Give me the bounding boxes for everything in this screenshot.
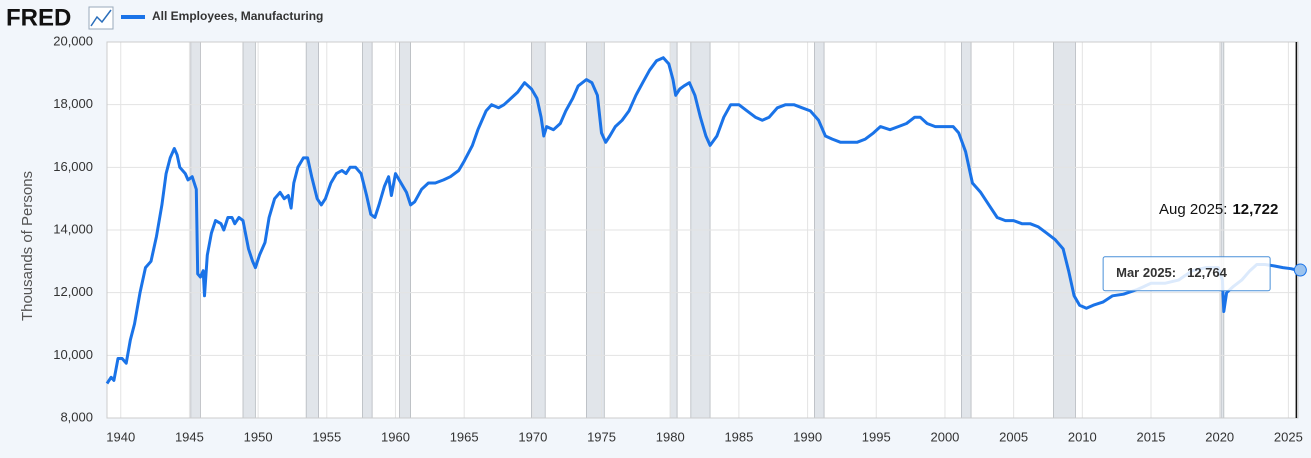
x-tick-label: 2025 bbox=[1274, 429, 1303, 444]
y-axis-label: Thousands of Persons bbox=[19, 171, 36, 321]
y-tick-label: 10,000 bbox=[53, 347, 93, 362]
x-tick-label: 1980 bbox=[656, 429, 685, 444]
y-tick-label: 8,000 bbox=[60, 409, 93, 424]
x-tick-label: 1950 bbox=[244, 429, 273, 444]
legend-label: All Employees, Manufacturing bbox=[152, 9, 323, 23]
tooltip-value: 12,764 bbox=[1187, 265, 1228, 280]
x-tick-label: 2010 bbox=[1068, 429, 1097, 444]
x-tick-label: 1955 bbox=[312, 429, 341, 444]
x-tick-label: 1985 bbox=[724, 429, 753, 444]
x-tick-label: 1975 bbox=[587, 429, 616, 444]
plot-area bbox=[106, 41, 1299, 419]
annotation-value: 12,722 bbox=[1232, 201, 1278, 218]
y-tick-label: 16,000 bbox=[53, 159, 93, 174]
y-tick-label: 18,000 bbox=[53, 96, 93, 111]
y-tick-label: 20,000 bbox=[53, 33, 93, 48]
logo-icon bbox=[88, 6, 114, 30]
x-tick-label: 1970 bbox=[518, 429, 547, 444]
x-tick-label: 1995 bbox=[862, 429, 891, 444]
x-tick-label: 1990 bbox=[793, 429, 822, 444]
series-line bbox=[105, 56, 1297, 385]
x-tick-label: 1960 bbox=[381, 429, 410, 444]
x-tick-label: 1945 bbox=[175, 429, 204, 444]
annotation: Aug 2025: 12,722 bbox=[1159, 201, 1278, 218]
tooltip-box bbox=[1102, 256, 1271, 292]
x-tick-label: 1965 bbox=[450, 429, 479, 444]
annotation-marker bbox=[1293, 263, 1307, 277]
logo: FRED bbox=[6, 4, 71, 31]
x-tick-label: 1940 bbox=[106, 429, 135, 444]
x-tick-label: 2020 bbox=[1205, 429, 1234, 444]
x-tick-label: 2015 bbox=[1137, 429, 1166, 444]
annotation-date: Aug 2025: bbox=[1159, 201, 1227, 218]
x-tick-label: 2005 bbox=[999, 429, 1028, 444]
x-tick-label: 2000 bbox=[930, 429, 959, 444]
y-tick-label: 14,000 bbox=[53, 221, 93, 236]
y-tick-label: 12,000 bbox=[53, 284, 93, 299]
tooltip-date: Mar 2025: bbox=[1116, 265, 1176, 280]
